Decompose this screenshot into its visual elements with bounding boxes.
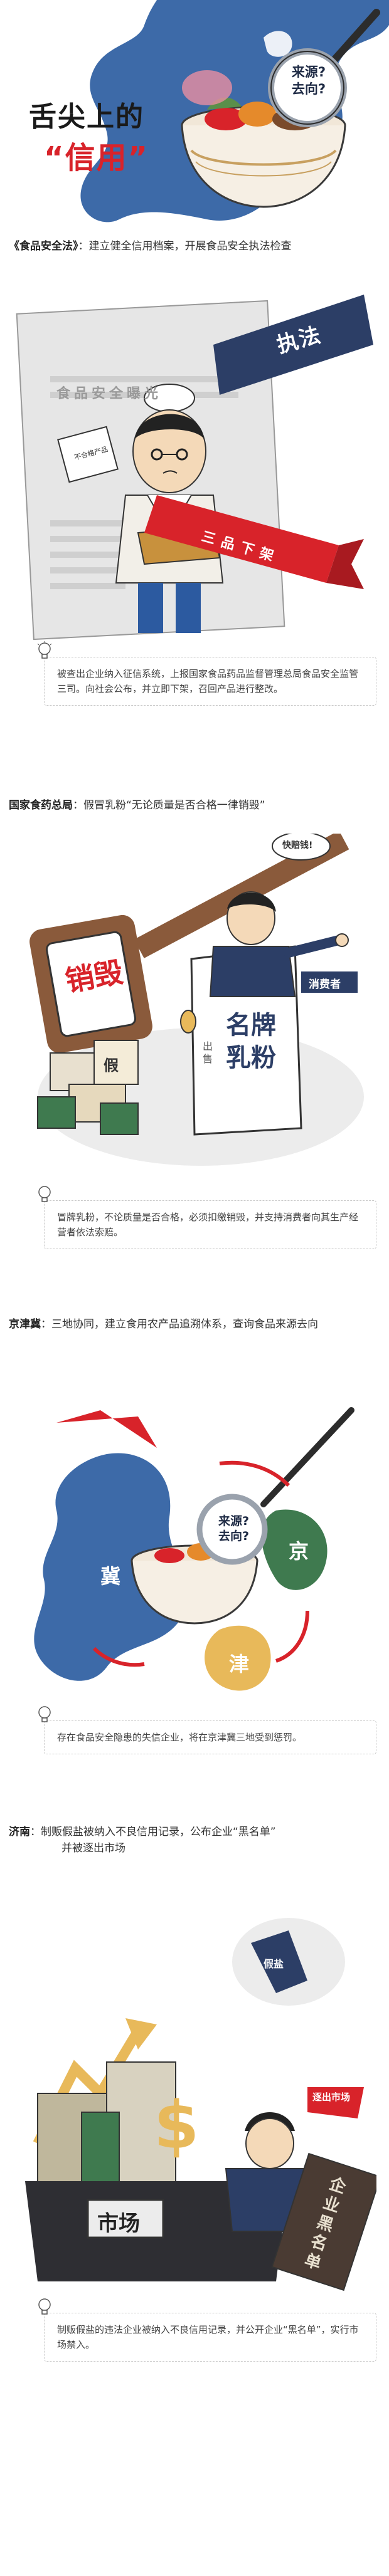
compensate-bubble: 快赔钱! — [282, 840, 313, 851]
note-text: 存在食品安全隐患的失信企业，将在京津冀三地受到惩罚。 — [57, 1732, 302, 1743]
region-tianjin: 津 — [229, 1652, 250, 1676]
section-heading-jingjinji: 京津冀：三地协同，建立食用农产品追溯体系，查询食品来源去向 — [9, 1316, 318, 1333]
note-text: 被查出企业纳入征信系统，上报国家食品药品监督管理总局食品安全监管三司。向社会公布… — [57, 668, 359, 694]
dollar-sign-icon: $ — [154, 2087, 200, 2164]
note-box-4: 制贩假盐的违法企业被纳入不良信用记录，并公开企业“黑名单”，实行市场禁入。 — [38, 2298, 376, 2362]
law-enforcement-illustration — [16, 295, 373, 641]
heading-text: ：建立健全信用档案，开展食品安全执法检查 — [78, 240, 292, 253]
bubble-destination: 去向? — [291, 81, 326, 97]
section-heading-jinan: 济南：制贩假盐被纳入不良信用记录，公布企业“黑名单” 并被逐出市场 — [9, 1824, 276, 1856]
heading-label: 济南 — [9, 1826, 30, 1838]
hero-banner: 来源? 去向? 舌尖上的 “信用” — [0, 0, 389, 238]
note-box-3: 存在食品安全隐患的失信企业，将在京津冀三地受到惩罚。 — [38, 1706, 376, 1754]
heading-label: 京津冀 — [9, 1318, 41, 1331]
region-beijing: 京 — [289, 1539, 309, 1563]
lightbulb-icon — [38, 1706, 51, 1722]
trace-bubble: 来源? 去向? — [210, 1514, 257, 1544]
market-sign: 市场 — [97, 2211, 140, 2236]
expel-tag: 逐出市场 — [312, 2092, 351, 2103]
lightbulb-icon — [38, 2298, 51, 2315]
hero-bubble: 来源? 去向? — [284, 64, 334, 98]
note-text: 冒牌乳粉，不论质量是否合格，必须扣缴销毁，并支持消费者向其生产经营者依法索赔。 — [57, 1212, 359, 1238]
lightbulb-icon — [37, 641, 52, 659]
fake-box-label: 假 — [104, 1057, 119, 1074]
for-sale-label: 出售 — [203, 1040, 213, 1065]
heading-label: 《食品安全法》 — [9, 240, 78, 253]
milk-powder-scene: 销毁 假 名牌乳粉 出售 快赔钱! 消费者 — [25, 834, 376, 1185]
section-heading-cfda: 国家食药总局：假冒乳粉“无论质量是否合格一律销毁” — [9, 797, 265, 814]
brand-milk-label: 名牌乳粉 — [226, 1011, 276, 1072]
note-box-2: 冒牌乳粉，不论质量是否合格，必须扣缴销毁，并支持消费者向其生产经营者依法索赔。 — [38, 1186, 376, 1249]
lightbulb-icon — [38, 1186, 51, 1202]
section-heading-food-safety-law: 《食品安全法》：建立健全信用档案，开展食品安全执法检查 — [9, 238, 292, 254]
bubble-source: 来源? — [218, 1514, 250, 1528]
note-box-1: 被查出企业纳入征信系统，上报国家食品药品监督管理总局食品安全监管三司。向社会公布… — [37, 641, 376, 706]
heading-text-continued: 并被逐出市场 — [61, 1842, 125, 1855]
heading-text: ：三地协同，建立食用农产品追溯体系，查询食品来源去向 — [41, 1318, 318, 1331]
hero-title-highlight: “信用” — [44, 140, 149, 175]
hero-illustration — [80, 0, 389, 223]
region-hebei: 冀 — [100, 1564, 121, 1588]
heading-label: 国家食药总局 — [9, 799, 73, 812]
note-text: 制贩假盐的违法企业被纳入不良信用记录，并公开企业“黑名单”，实行市场禁入。 — [57, 2324, 359, 2350]
law-enforcement-scene: 食品安全曝光 执法 不合格产品 三品下架 — [13, 270, 376, 646]
jingjinji-illustration — [34, 1407, 354, 1691]
fake-salt-bag: 假盐 — [264, 1958, 284, 1970]
jingjinji-scene: 一地失信 三地受罚 来源? 去向? 冀 京 津 — [13, 1354, 376, 1711]
milk-powder-illustration — [29, 834, 364, 1166]
bubble-destination: 去向? — [218, 1529, 250, 1543]
heading-text: ：制贩假盐被纳入不良信用记录，公布企业“黑名单” — [30, 1826, 276, 1838]
jinan-scene: $ 市场 逐出市场 企业黑名单 假盐 — [13, 1905, 376, 2306]
hero-title: 舌尖上的 — [29, 101, 144, 133]
consumer-tag: 消费者 — [309, 978, 341, 991]
jinan-illustration — [25, 1918, 376, 2291]
bubble-source: 来源? — [291, 65, 326, 80]
poster-title: 食品安全曝光 — [56, 386, 163, 402]
heading-text: ：假冒乳粉“无论质量是否合格一律销毁” — [73, 799, 265, 812]
